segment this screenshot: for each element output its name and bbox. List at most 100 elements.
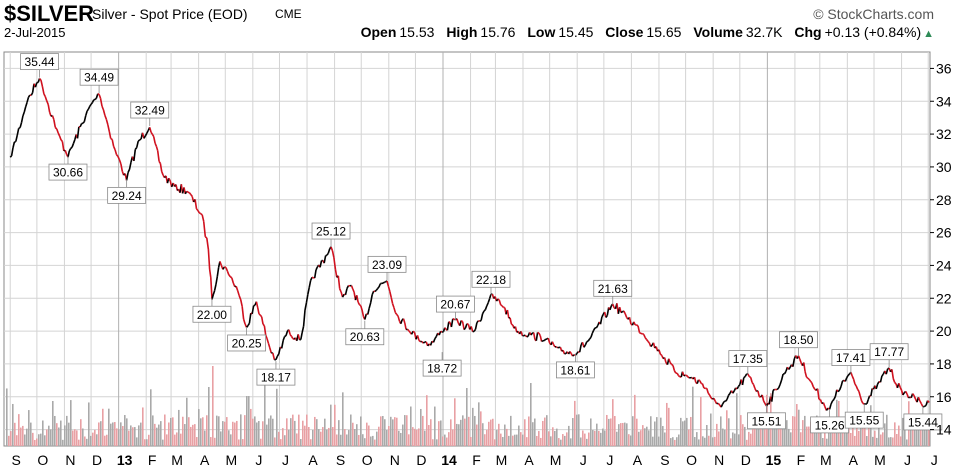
price-segment bbox=[623, 310, 626, 315]
price-segment bbox=[539, 335, 543, 342]
volume-bar bbox=[250, 408, 252, 446]
price-segment bbox=[266, 338, 270, 344]
price-segment bbox=[846, 374, 849, 379]
close-label: Close bbox=[605, 24, 644, 40]
annotations: 35.44 34.49 32.49 30.66 29.24 22.00 20.25 18.17… bbox=[20, 53, 943, 434]
price-segment bbox=[452, 317, 455, 321]
price-segment bbox=[628, 317, 632, 325]
volume-bar bbox=[206, 415, 208, 446]
volume-bar bbox=[6, 388, 8, 446]
price-segment bbox=[838, 386, 842, 391]
price-segment bbox=[397, 315, 401, 322]
volume-bar bbox=[688, 429, 690, 446]
price-segment bbox=[229, 276, 233, 279]
volume-bar bbox=[40, 433, 42, 446]
volume-bar bbox=[666, 402, 668, 446]
volume-bar bbox=[162, 439, 164, 446]
volume-bar bbox=[204, 430, 206, 446]
volume-bar bbox=[898, 425, 900, 446]
x-tick-label: O bbox=[37, 452, 48, 468]
price-segment bbox=[390, 297, 394, 304]
price-segment bbox=[71, 143, 75, 148]
price-segment bbox=[783, 370, 787, 375]
volume-bar bbox=[620, 423, 622, 446]
price-segment bbox=[384, 280, 387, 284]
volume-bar bbox=[914, 418, 916, 446]
price-segment bbox=[866, 399, 869, 405]
volume-bar bbox=[326, 429, 328, 446]
price-segment bbox=[377, 286, 380, 290]
price-segment bbox=[434, 336, 437, 340]
price-segment bbox=[259, 314, 263, 318]
price-segment bbox=[275, 355, 279, 361]
price-segment bbox=[367, 308, 370, 315]
price-segment bbox=[754, 388, 758, 392]
price-segment bbox=[282, 336, 286, 341]
volume-bar bbox=[662, 426, 664, 446]
volume-bar bbox=[546, 415, 548, 446]
volume-bar bbox=[58, 427, 60, 446]
volume-bar bbox=[894, 422, 896, 446]
volume-bar bbox=[542, 420, 544, 446]
volume-bar bbox=[532, 422, 534, 446]
annotation-label: 34.49 bbox=[84, 71, 114, 85]
price-segment bbox=[727, 393, 731, 396]
volume-bar bbox=[566, 432, 568, 446]
price-segment bbox=[43, 93, 47, 97]
symbol: $SILVER bbox=[4, 1, 95, 26]
price-segment bbox=[506, 309, 510, 319]
x-tick-label: A bbox=[308, 452, 318, 468]
price-segment bbox=[535, 332, 539, 341]
volume-bar bbox=[176, 432, 178, 446]
price-chart[interactable]: 35.44 34.49 32.49 30.66 29.24 22.00 20.25 18.17… bbox=[0, 40, 970, 471]
price-segment bbox=[586, 340, 589, 343]
volume-bar bbox=[444, 434, 446, 446]
volume-bar bbox=[892, 437, 894, 446]
volume-bar bbox=[166, 434, 168, 446]
price-segment bbox=[894, 381, 897, 385]
volume-bar bbox=[418, 428, 420, 446]
price-segment bbox=[804, 371, 808, 378]
volume-bar bbox=[642, 425, 644, 446]
volume-bar bbox=[342, 392, 344, 446]
x-axis: S O N D 13 F M A M J J A S O N D 14 F M A M J J A S O N D 15 F M A M J J bbox=[12, 452, 938, 468]
volume-bar bbox=[732, 432, 734, 446]
volume-bar bbox=[678, 434, 680, 446]
price-segment bbox=[710, 397, 714, 400]
volume-bar bbox=[394, 417, 396, 446]
price-segment bbox=[9, 155, 13, 158]
volume-bar bbox=[84, 436, 86, 446]
volume-bar bbox=[912, 423, 914, 446]
price-annotation: 20.63 bbox=[345, 320, 385, 346]
volume-bar bbox=[592, 430, 594, 446]
volume-bar bbox=[842, 421, 844, 446]
price-segment bbox=[357, 301, 361, 306]
price-segment bbox=[247, 322, 251, 327]
price-segment bbox=[904, 391, 908, 395]
price-annotation: 30.66 bbox=[48, 156, 88, 181]
volume-bar bbox=[314, 416, 316, 446]
volume-bar bbox=[290, 418, 292, 446]
volume-bar bbox=[780, 422, 782, 446]
annotation-label: 23.09 bbox=[372, 258, 402, 272]
brand[interactable]: © StockCharts.com bbox=[813, 6, 934, 22]
price-segment bbox=[56, 128, 59, 134]
volume-bar bbox=[790, 432, 792, 446]
volume-bar bbox=[658, 436, 660, 446]
price-segment bbox=[148, 127, 152, 133]
volume-bar bbox=[192, 424, 194, 446]
price-segment bbox=[743, 375, 746, 379]
price-segment bbox=[509, 317, 513, 325]
price-segment bbox=[188, 192, 192, 196]
price-segment bbox=[222, 266, 226, 270]
price-segment bbox=[624, 313, 628, 318]
volume-bar bbox=[584, 433, 586, 446]
price-segment bbox=[854, 383, 857, 387]
volume-bar bbox=[492, 418, 494, 446]
volume-bar bbox=[218, 416, 220, 446]
price-segment bbox=[68, 148, 72, 152]
price-segment bbox=[741, 377, 745, 386]
volume-bar bbox=[32, 432, 34, 446]
volume-bar bbox=[432, 439, 434, 446]
volume-bar bbox=[636, 418, 638, 446]
